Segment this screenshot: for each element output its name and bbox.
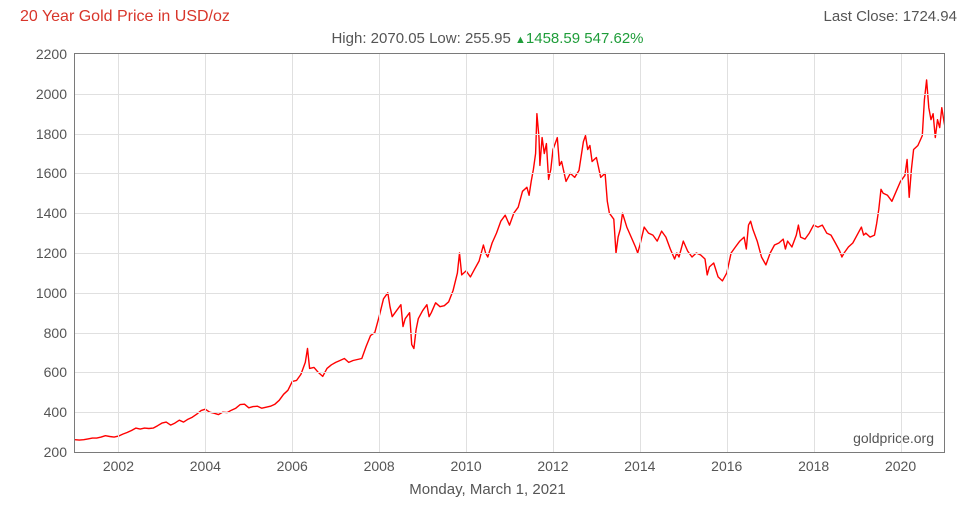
ytick-label: 1000: [36, 285, 75, 301]
ytick-label: 2200: [36, 46, 75, 62]
xtick-label: 2006: [277, 452, 308, 474]
stats-high-value: 2070.05: [371, 30, 425, 47]
xtick-label: 2016: [711, 452, 742, 474]
xtick-label: 2014: [624, 452, 655, 474]
ytick-label: 2000: [36, 86, 75, 102]
gold-price-chart-container: 20 Year Gold Price in USD/oz Last Close:…: [0, 0, 975, 527]
chart-title: 20 Year Gold Price in USD/oz: [20, 8, 230, 26]
ytick-label: 600: [44, 364, 75, 380]
ytick-label: 1600: [36, 165, 75, 181]
ytick-label: 800: [44, 325, 75, 341]
xtick-label: 2012: [537, 452, 568, 474]
chart-stats: High: 2070.05 Low: 255.95 ▲1458.59 547.6…: [14, 30, 961, 47]
ytick-label: 200: [44, 444, 75, 460]
stats-change-value: 1458.59: [526, 30, 580, 47]
gridline-v: [553, 54, 554, 452]
plot-area: goldprice.org 20040060080010001200140016…: [74, 53, 945, 453]
xtick-label: 2002: [103, 452, 134, 474]
ytick-label: 400: [44, 404, 75, 420]
xtick-label: 2020: [885, 452, 916, 474]
stats-change-pct: 547.62%: [584, 30, 643, 47]
gridline-v: [292, 54, 293, 452]
gridline-v: [118, 54, 119, 452]
ytick-label: 1200: [36, 245, 75, 261]
last-close-value: 1724.94: [903, 8, 957, 25]
gridline-v: [640, 54, 641, 452]
gridline-v: [205, 54, 206, 452]
gridline-v: [901, 54, 902, 452]
chart-header: 20 Year Gold Price in USD/oz Last Close:…: [14, 8, 961, 28]
last-close-label: Last Close:: [824, 8, 899, 25]
ytick-label: 1800: [36, 126, 75, 142]
xtick-label: 2010: [450, 452, 481, 474]
stats-low-value: 255.95: [465, 30, 511, 47]
xtick-label: 2018: [798, 452, 829, 474]
gridline-v: [466, 54, 467, 452]
date-caption: Monday, March 1, 2021: [14, 481, 961, 498]
up-triangle-icon: ▲: [515, 34, 526, 46]
xtick-label: 2008: [364, 452, 395, 474]
stats-high-label: High:: [331, 30, 366, 47]
xtick-label: 2004: [190, 452, 221, 474]
last-close: Last Close: 1724.94: [824, 8, 957, 25]
plot-box: goldprice.org 20040060080010001200140016…: [74, 53, 945, 453]
stats-low-label: Low:: [429, 30, 461, 47]
gridline-v: [727, 54, 728, 452]
gridline-v: [814, 54, 815, 452]
gridline-v: [379, 54, 380, 452]
ytick-label: 1400: [36, 205, 75, 221]
